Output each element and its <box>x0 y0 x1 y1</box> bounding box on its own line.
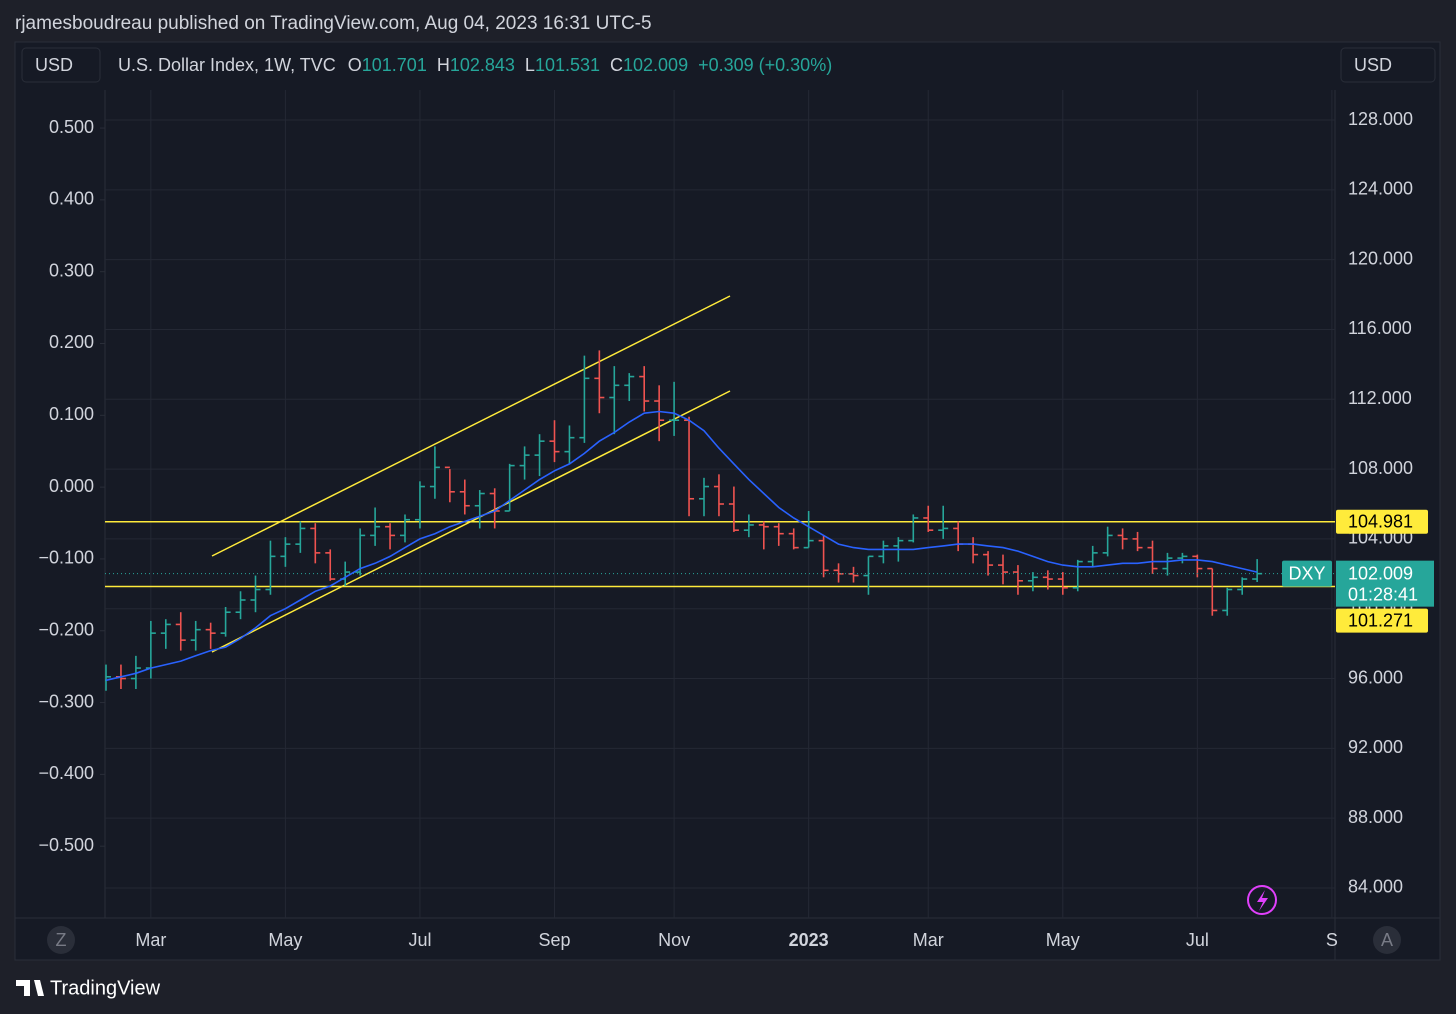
y-tick-label: 108.000 <box>1348 458 1413 478</box>
y2-tick-label: 0.200 <box>49 332 94 352</box>
brand: TradingView <box>50 977 161 999</box>
x-tick-label: Jul <box>1186 930 1209 950</box>
currency-button[interactable] <box>21 47 101 83</box>
caption: rjamesboudreau published on TradingView.… <box>15 13 652 34</box>
y-tick-label: 124.000 <box>1348 179 1413 199</box>
scale-button-label[interactable]: Z <box>56 930 67 950</box>
x-tick-label: Mar <box>135 930 166 950</box>
high-value: 102.843 <box>450 55 515 75</box>
y-tick-label: 112.000 <box>1348 388 1412 408</box>
change: +0.309 (+0.30%) <box>698 55 832 75</box>
x-tick-label: Mar <box>913 930 944 950</box>
symbol-title: U.S. Dollar Index, 1W, TVC <box>118 55 336 75</box>
y2-tick-label: 0.400 <box>49 189 94 209</box>
y-tick-label: 96.000 <box>1348 667 1403 687</box>
chart-panel <box>14 41 1441 961</box>
level-label: 101.271 <box>1348 610 1413 630</box>
ohlc-letter: C <box>610 55 623 75</box>
channel-upper <box>211 295 731 557</box>
y2-tick-label: −0.100 <box>38 548 94 568</box>
y2-tick-label: 0.300 <box>49 260 94 280</box>
moving-average <box>105 410 1258 682</box>
y2-tick-label: −0.400 <box>38 763 94 783</box>
low-value: 101.531 <box>535 55 600 75</box>
alert-icon[interactable] <box>1247 885 1277 915</box>
x-tick-label: Sep <box>538 930 570 950</box>
alert-bolt <box>1257 890 1268 911</box>
y-tick-label: 92.000 <box>1348 737 1403 757</box>
x-tick-label: May <box>268 930 302 950</box>
scale-button[interactable] <box>47 926 75 954</box>
ohlc-letter: O <box>348 55 362 75</box>
countdown: 01:28:41 <box>1348 584 1418 604</box>
x-tick-label: S <box>1326 930 1338 950</box>
open-value: 101.701 <box>362 55 427 75</box>
currency-button[interactable] <box>1340 47 1436 83</box>
y2-tick-label: 0.100 <box>49 404 94 424</box>
y-tick-label: 128.000 <box>1348 109 1413 129</box>
y-tick-label: 84.000 <box>1348 877 1403 897</box>
y-tick-label: 120.000 <box>1348 248 1413 268</box>
symbol-tag-bg <box>1282 560 1332 587</box>
legend: U.S. Dollar Index, 1W, TVC O101.701 H102.8… <box>118 55 832 75</box>
level-label-bg <box>1336 608 1428 633</box>
level-label: 104.981 <box>1348 512 1413 532</box>
y-tick-label: 88.000 <box>1348 807 1403 827</box>
brand-logo <box>16 980 44 996</box>
currency-right[interactable]: USD <box>1354 55 1392 75</box>
close-value: 102.009 <box>623 55 688 75</box>
x-tick-label: Jul <box>408 930 431 950</box>
scale-button-label[interactable]: A <box>1381 930 1393 950</box>
last-price-label: 102.009 <box>1348 563 1413 583</box>
y2-tick-label: 0.500 <box>49 117 94 137</box>
y2-tick-label: 0.000 <box>49 476 94 496</box>
currency-left[interactable]: USD <box>35 55 73 75</box>
symbol-tag: DXY <box>1288 563 1325 583</box>
scale-button[interactable] <box>1373 926 1401 954</box>
x-tick-label: Nov <box>658 930 690 950</box>
x-tick-label: May <box>1046 930 1080 950</box>
ohlc-letter: L <box>525 55 535 75</box>
y2-tick-label: −0.200 <box>38 619 94 639</box>
last-price-bg <box>1336 560 1434 607</box>
y-tick-label: 116.000 <box>1348 318 1412 338</box>
x-tick-label: 2023 <box>789 930 829 950</box>
y2-tick-label: −0.300 <box>38 691 94 711</box>
y2-tick-label: −0.500 <box>38 835 94 855</box>
ohlc-letter: H <box>437 55 450 75</box>
level-label-bg <box>1336 509 1428 534</box>
